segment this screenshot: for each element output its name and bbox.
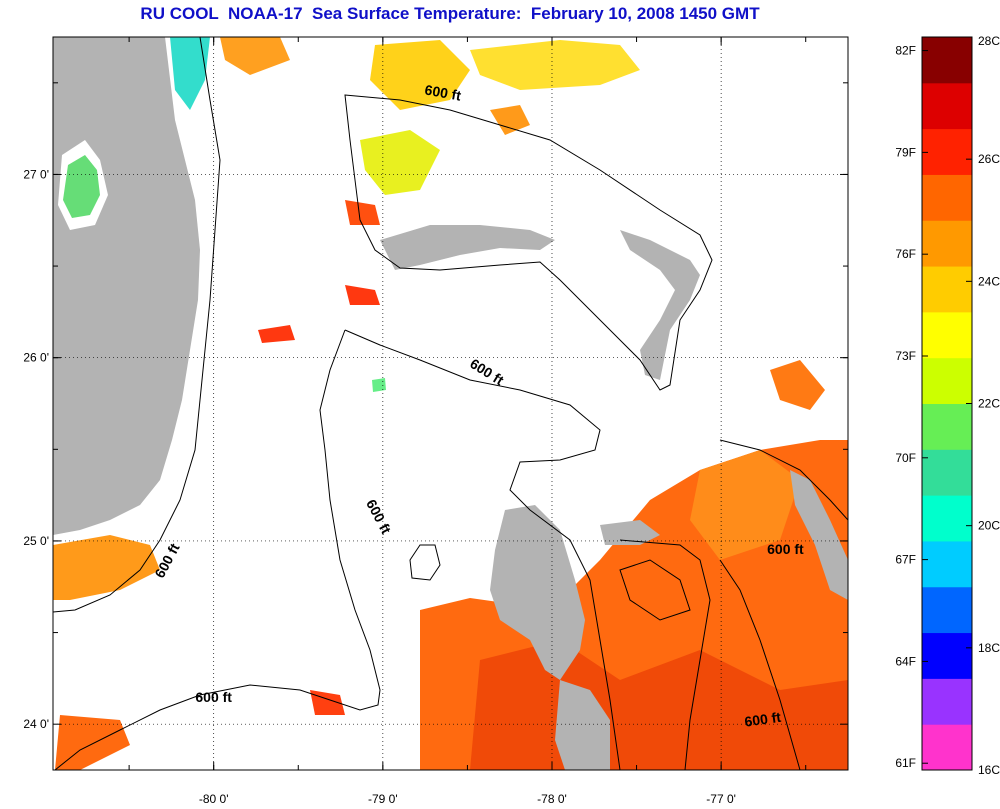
sst-patch-north-yellow2 [470, 40, 640, 90]
sst-patch-keys [53, 535, 160, 600]
colorbar-swatch [922, 540, 972, 588]
colorbar-swatch [922, 174, 972, 221]
lon-tick-label: -78 0' [537, 792, 567, 806]
land-abaco [620, 230, 700, 380]
fahrenheit-label: 61F [895, 756, 916, 770]
fahrenheit-label: 70F [895, 451, 916, 465]
depth-contours [53, 37, 848, 770]
colorbar-swatch [922, 678, 972, 725]
contour-little-bahama-bank [344, 94, 713, 391]
fahrenheit-label: 64F [895, 654, 916, 668]
contour-east-tongue2 [619, 539, 711, 770]
celsius-label: 18C [978, 641, 1000, 655]
sst-patch-east-orange [690, 450, 800, 560]
colorbar-swatch [922, 266, 972, 313]
sst-patch-north-yellow [370, 40, 470, 110]
colorbar-swatch [922, 449, 972, 496]
colorbar-gradient [922, 37, 972, 771]
contour-label-600ft: 600 ft [195, 689, 232, 705]
sst-patch-north-top [220, 37, 290, 75]
contour-west-bank [54, 329, 381, 770]
lat-tick-label: 25 0' [23, 534, 49, 548]
colorbar-swatch [922, 220, 972, 267]
lon-tick-label: -77 0' [706, 792, 736, 806]
colorbar-swatch [922, 82, 972, 130]
celsius-label: 24C [978, 274, 1000, 288]
land-andros-south [555, 680, 610, 770]
sst-patch-keys-south [55, 715, 130, 770]
contour-label-600ft: 600 ft [767, 541, 804, 557]
sst-patch-east-small [770, 360, 825, 410]
celsius-label: 28C [978, 34, 1000, 48]
colorbar-swatch [922, 724, 972, 771]
sst-patch-cyan-top [170, 37, 210, 110]
celsius-label: 26C [978, 152, 1000, 166]
lon-tick-label: -79 0' [368, 792, 398, 806]
colorbar-swatch [922, 37, 972, 84]
fahrenheit-label: 67F [895, 553, 916, 567]
colorbar-swatch [922, 495, 972, 542]
sst-patch-north-orange [490, 105, 530, 135]
contour-florida-strait [53, 37, 221, 613]
lon-tick-label: -80 0' [199, 792, 229, 806]
lake-okeechobee-sst [63, 155, 100, 218]
contour-south-loop [619, 559, 691, 621]
fahrenheit-label: 79F [895, 145, 916, 159]
colorbar-swatch [922, 128, 972, 175]
contour-east-inner [719, 559, 801, 770]
land-grand-bahama [380, 225, 555, 270]
contour-small-loop [409, 544, 441, 581]
colorbar-swatch [922, 311, 972, 359]
contour-label-600ft: 600 ft [424, 81, 463, 103]
fahrenheit-label: 76F [895, 247, 916, 261]
sst-patch-red1 [345, 285, 380, 305]
land-andros [490, 505, 585, 680]
contour-great-bahama-bank [344, 329, 621, 770]
colorbar-swatch [922, 586, 972, 634]
graticule [53, 37, 848, 770]
fahrenheit-label: 82F [895, 44, 916, 58]
contour-label-600ft: 600 ft [744, 709, 783, 730]
colorbar-labels: 28C 26C 24C 22C 20C 18C 16C 82F 79F 76F 73F 70F 67F 6… [895, 34, 1000, 777]
fahrenheit-label: 73F [895, 349, 916, 363]
axis-ticks: 27 0' 26 0' 25 0' 24 0' -80 0' -79 0' -78 0' -7… [23, 37, 848, 806]
contour-east-tongue [719, 439, 848, 521]
lat-tick-label: 26 0' [23, 351, 49, 365]
colorbar-swatch [922, 403, 972, 450]
lat-tick-label: 24 0' [23, 717, 49, 731]
sst-patch-red3 [345, 200, 380, 225]
map-title: RU COOL NOAA-17 Sea Surface Temperature:… [140, 4, 760, 23]
land-eleuthera [790, 470, 848, 600]
lat-tick-label: 27 0' [23, 167, 49, 181]
sst-patch-grand-bahama-north [360, 130, 440, 195]
celsius-label: 22C [978, 397, 1000, 411]
colorbar-swatch [922, 632, 972, 679]
land-new-providence [600, 520, 660, 545]
celsius-label: 16C [978, 763, 1000, 777]
colorbar-swatch [922, 357, 972, 404]
plot-frame [52, 36, 849, 771]
sst-patch-red2 [258, 325, 295, 343]
celsius-label: 20C [978, 519, 1000, 533]
